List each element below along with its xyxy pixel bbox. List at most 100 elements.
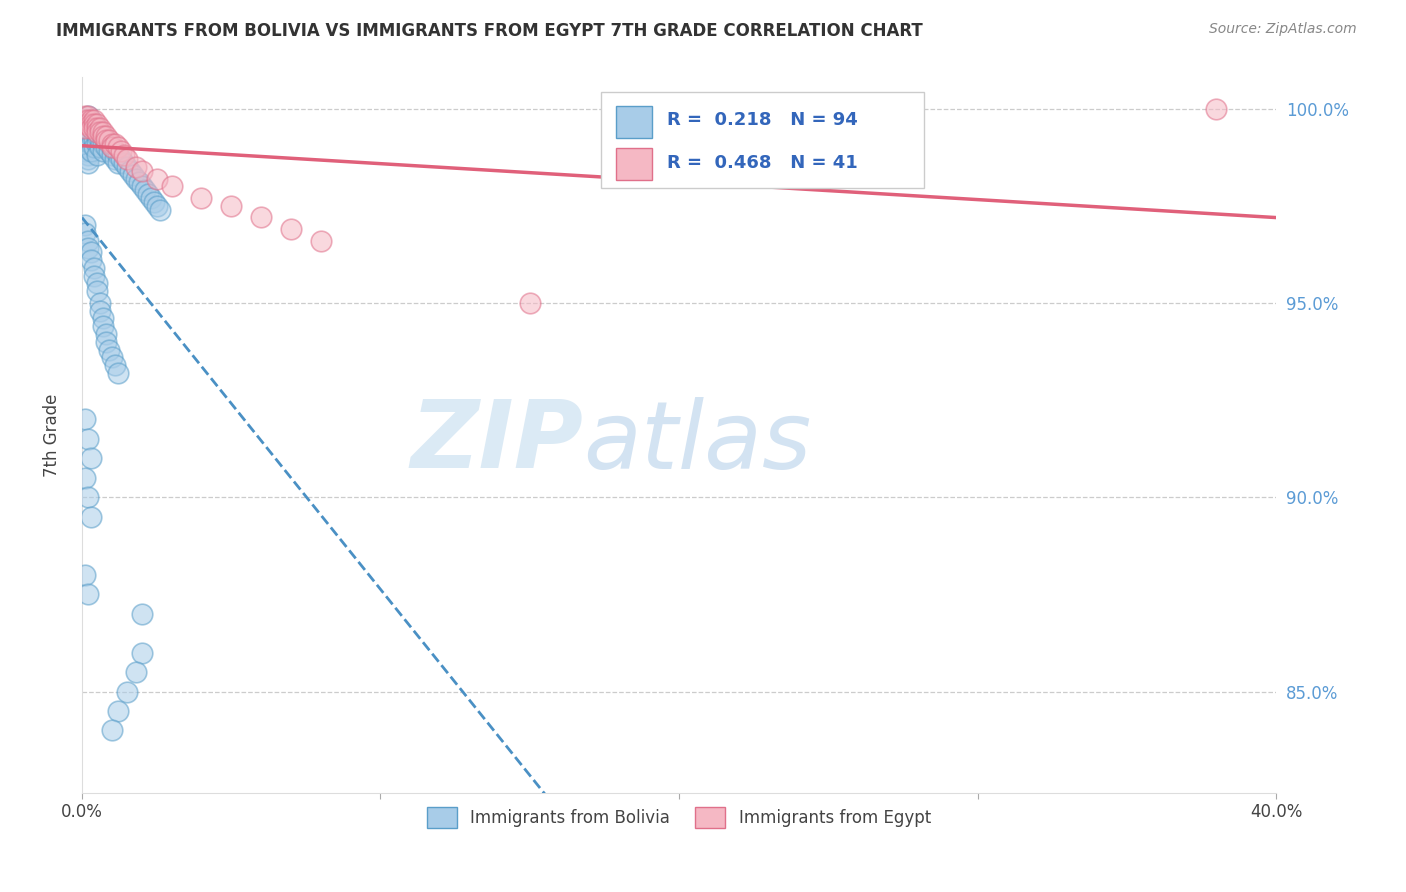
Point [77, 587, 100, 601]
Point [125, 171, 148, 186]
Point [77, 109, 100, 123]
Point [1205, 102, 1227, 116]
Text: R =  0.218   N = 94: R = 0.218 N = 94 [666, 112, 858, 129]
Point [160, 179, 183, 194]
Point [94, 326, 117, 341]
Point [86, 125, 108, 139]
Point [134, 183, 156, 197]
Point [128, 175, 150, 189]
Point [115, 160, 138, 174]
Point [73, 568, 96, 582]
Point [101, 136, 124, 151]
Point [107, 156, 129, 170]
Point [112, 156, 135, 170]
Point [77, 113, 100, 128]
Point [77, 234, 100, 248]
Point [73, 412, 96, 426]
Point [190, 191, 212, 205]
Point [219, 199, 242, 213]
Point [77, 140, 100, 154]
Point [73, 140, 96, 154]
Point [104, 136, 127, 151]
Point [80, 136, 103, 151]
Point [104, 152, 127, 166]
Point [97, 133, 120, 147]
Point [107, 140, 129, 154]
Point [83, 140, 105, 154]
Point [83, 113, 105, 128]
Point [86, 148, 108, 162]
Point [80, 509, 103, 524]
Point [519, 296, 541, 310]
Text: R =  0.468   N = 41: R = 0.468 N = 41 [666, 154, 858, 172]
Point [86, 277, 108, 291]
FancyBboxPatch shape [616, 106, 651, 138]
Point [73, 113, 96, 128]
Point [91, 319, 114, 334]
Point [80, 451, 103, 466]
Point [101, 351, 124, 365]
Point [73, 117, 96, 131]
Point [73, 145, 96, 159]
Point [94, 334, 117, 349]
Point [104, 145, 127, 159]
Point [80, 120, 103, 135]
Point [80, 120, 103, 135]
Point [121, 168, 143, 182]
Point [136, 187, 159, 202]
Point [97, 343, 120, 357]
Point [73, 226, 96, 240]
Point [73, 133, 96, 147]
Point [73, 120, 96, 135]
Point [89, 296, 111, 310]
Point [80, 245, 103, 260]
Point [115, 684, 138, 698]
Point [97, 145, 120, 159]
Point [77, 125, 100, 139]
Y-axis label: 7th Grade: 7th Grade [44, 393, 60, 476]
Point [83, 268, 105, 283]
Point [73, 120, 96, 135]
Point [139, 191, 162, 205]
Point [80, 117, 103, 131]
Point [73, 128, 96, 143]
Point [89, 125, 111, 139]
Point [77, 148, 100, 162]
Point [77, 490, 100, 504]
Text: IMMIGRANTS FROM BOLIVIA VS IMMIGRANTS FROM EGYPT 7TH GRADE CORRELATION CHART: IMMIGRANTS FROM BOLIVIA VS IMMIGRANTS FR… [56, 22, 922, 40]
Point [83, 117, 105, 131]
Point [80, 253, 103, 268]
Point [77, 133, 100, 147]
Point [73, 125, 96, 139]
Point [110, 152, 132, 166]
Point [115, 152, 138, 166]
Text: ZIP: ZIP [411, 396, 583, 488]
Point [309, 234, 332, 248]
Point [131, 163, 153, 178]
Point [91, 128, 114, 143]
Point [118, 163, 141, 178]
Point [112, 148, 135, 162]
Text: atlas: atlas [583, 397, 811, 488]
Point [131, 646, 153, 660]
Point [89, 120, 111, 135]
Point [86, 117, 108, 131]
Point [73, 113, 96, 128]
Point [86, 120, 108, 135]
Point [125, 160, 148, 174]
FancyBboxPatch shape [616, 147, 651, 179]
Point [101, 140, 124, 154]
Point [94, 140, 117, 154]
Point [107, 704, 129, 718]
Point [77, 109, 100, 123]
Point [73, 471, 96, 485]
Point [97, 136, 120, 151]
Point [94, 133, 117, 147]
Point [89, 133, 111, 147]
Point [86, 128, 108, 143]
Point [73, 109, 96, 123]
Point [89, 303, 111, 318]
Point [80, 145, 103, 159]
Point [145, 171, 167, 186]
Point [110, 145, 132, 159]
